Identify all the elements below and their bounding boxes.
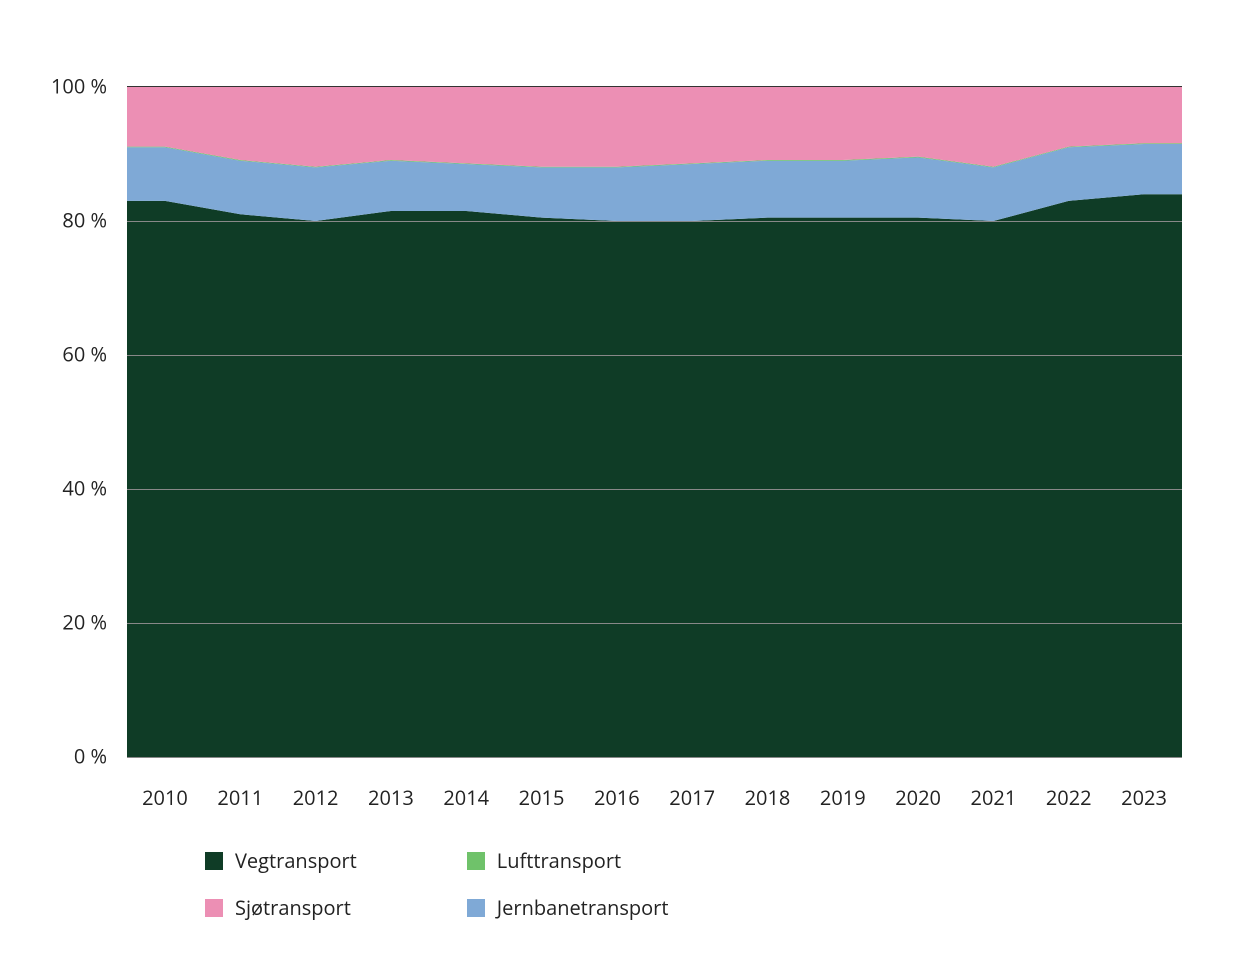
x-tick-label: 2016 [594,784,640,811]
x-tick-label: 2022 [1046,784,1092,811]
legend-swatch [205,899,223,917]
x-tick-label: 2023 [1121,784,1167,811]
legend-label: Lufttransport [497,847,621,874]
legend: Vegtransport Lufttransport Sjøtransport Jer… [205,847,668,921]
legend-swatch [205,852,223,870]
x-tick-label: 2019 [820,784,866,811]
x-tick-label: 2017 [669,784,715,811]
y-tick-label: 60 % [27,341,107,368]
x-tick-label: 2020 [895,784,941,811]
x-tick-label: 2018 [745,784,791,811]
y-tick-label: 40 % [27,475,107,502]
y-tick-label: 80 % [27,207,107,234]
plot-area [127,86,1182,756]
legend-swatch [467,899,485,917]
legend-label: Vegtransport [235,847,357,874]
legend-item: Lufttransport [467,847,669,874]
gridline [127,355,1182,356]
area-sjøtransport [127,87,1182,167]
x-tick-label: 2021 [971,784,1017,811]
x-tick-label: 2014 [443,784,489,811]
legend-item: Sjøtransport [205,894,357,921]
gridline [127,221,1182,222]
legend-swatch [467,852,485,870]
legend-item: Vegtransport [205,847,357,874]
x-tick-label: 2011 [217,784,263,811]
y-tick-label: 20 % [27,609,107,636]
y-tick-label: 0 % [27,743,107,770]
legend-label: Jernbanetransport [497,894,669,921]
legend-label: Sjøtransport [235,894,351,921]
area-vegtransport [127,194,1182,757]
chart-container: 0 % 20 % 40 % 60 % 80 % 100 % 2010 2011 2012 201… [0,0,1241,976]
x-tick-label: 2012 [293,784,339,811]
x-tick-label: 2015 [519,784,565,811]
gridline [127,623,1182,624]
stacked-area-svg [127,87,1182,757]
x-tick-label: 2013 [368,784,414,811]
gridline [127,757,1182,758]
gridline [127,489,1182,490]
x-tick-label: 2010 [142,784,188,811]
y-tick-label: 100 % [27,73,107,100]
legend-item: Jernbanetransport [467,894,669,921]
